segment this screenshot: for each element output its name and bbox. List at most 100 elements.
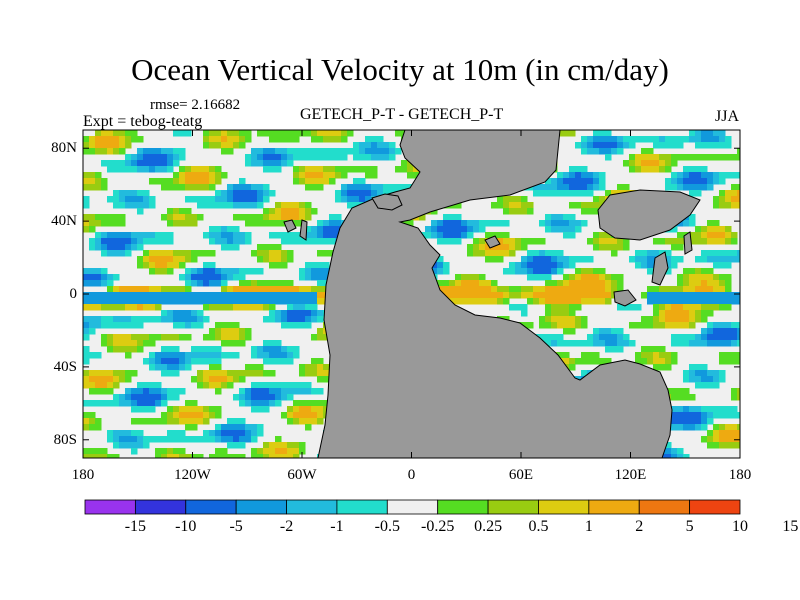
field-cell [725, 424, 732, 431]
field-cell [689, 190, 696, 197]
field-cell [251, 304, 258, 311]
field-cell [251, 436, 258, 443]
field-cell [83, 226, 90, 233]
field-cell [251, 298, 258, 305]
field-cell [185, 436, 192, 443]
field-cell [299, 166, 306, 173]
field-cell [497, 244, 504, 251]
field-cell [83, 448, 90, 455]
field-cell [587, 268, 594, 275]
field-cell [551, 298, 558, 305]
field-cell [269, 454, 276, 458]
field-cell [569, 304, 576, 311]
field-cell [215, 436, 222, 443]
field-cell [671, 184, 678, 191]
field-cell [269, 148, 276, 155]
field-cell [737, 256, 740, 263]
field-cell [617, 136, 624, 143]
field-cell [329, 130, 336, 137]
field-cell [107, 250, 114, 257]
field-cell [725, 196, 732, 203]
field-cell [113, 340, 120, 347]
field-cell [317, 328, 324, 335]
field-cell [227, 136, 234, 143]
field-cell [641, 160, 648, 167]
field-cell [341, 190, 348, 197]
field-cell [527, 202, 534, 209]
field-cell [311, 286, 318, 293]
field-cell [569, 214, 576, 221]
field-cell [533, 262, 540, 269]
field-cell [275, 148, 282, 155]
field-cell [281, 214, 288, 221]
field-cell [125, 322, 132, 329]
field-cell [731, 298, 738, 305]
field-cell [521, 268, 528, 275]
field-cell [239, 190, 246, 197]
field-cell [203, 196, 210, 203]
field-cell [593, 352, 600, 359]
field-cell [317, 280, 324, 287]
field-cell [575, 280, 582, 287]
field-cell [353, 196, 360, 203]
field-cell [557, 310, 564, 317]
field-cell [575, 358, 582, 365]
field-cell [107, 346, 114, 353]
field-cell [605, 346, 612, 353]
field-cell [359, 166, 366, 173]
x-tick-label-60w: 60W [287, 467, 317, 483]
field-cell [665, 136, 672, 143]
field-cell [575, 220, 582, 227]
field-cell [89, 316, 96, 323]
field-cell [569, 310, 576, 317]
field-cell [599, 298, 606, 305]
field-cell [221, 280, 228, 287]
field-cell [257, 400, 264, 407]
field-cell [107, 376, 114, 383]
field-cell [245, 190, 252, 197]
field-cell [89, 142, 96, 149]
field-cell [269, 442, 276, 449]
field-cell [677, 286, 684, 293]
field-cell [569, 364, 576, 371]
field-cell [443, 220, 450, 227]
field-cell [239, 238, 246, 245]
field-cell [359, 148, 366, 155]
field-cell [119, 304, 126, 311]
field-cell [113, 400, 120, 407]
field-cell [233, 442, 240, 449]
field-cell [149, 268, 156, 275]
field-cell [689, 286, 696, 293]
field-cell [587, 148, 594, 155]
field-cell [125, 400, 132, 407]
field-cell [407, 220, 414, 227]
field-cell [641, 292, 648, 299]
field-cell [695, 364, 702, 371]
field-cell [257, 382, 264, 389]
field-cell [119, 286, 126, 293]
field-cell [257, 154, 264, 161]
field-cell [161, 400, 168, 407]
field-cell [677, 142, 684, 149]
field-cell [377, 142, 384, 149]
field-cell [95, 130, 102, 137]
field-cell [689, 136, 696, 143]
field-cell [629, 160, 636, 167]
field-cell [101, 400, 108, 407]
field-cell [347, 148, 354, 155]
field-cell [245, 238, 252, 245]
field-cell [281, 322, 288, 329]
field-cell [95, 304, 102, 311]
field-cell [731, 430, 738, 437]
field-cell [197, 436, 204, 443]
field-cell [395, 148, 402, 155]
field-cell [329, 238, 336, 245]
field-cell [269, 310, 276, 317]
field-cell [191, 454, 198, 458]
field-cell [683, 292, 690, 299]
field-cell [269, 352, 276, 359]
field-cell [215, 166, 222, 173]
field-cell [539, 316, 546, 323]
field-cell [185, 364, 192, 371]
field-cell [365, 142, 372, 149]
